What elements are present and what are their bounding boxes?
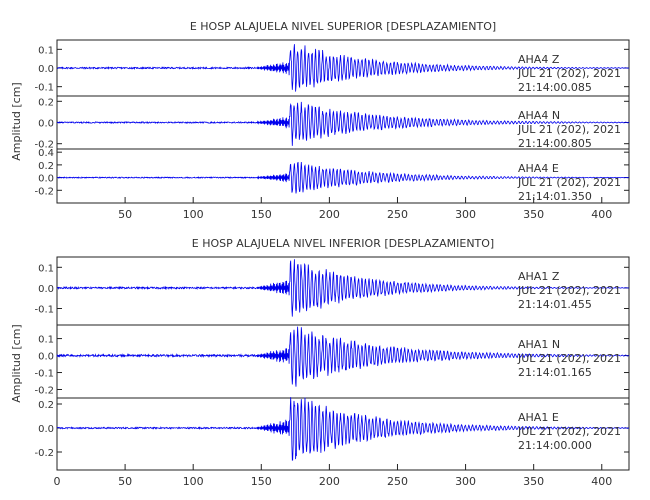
date-label: JUL 21 (202), 2021 — [517, 284, 621, 297]
waveform-trace — [56, 326, 630, 387]
waveform-trace — [56, 259, 630, 317]
date-label: JUL 21 (202), 2021 — [517, 67, 621, 80]
y-axis-label: Amplitud [cm] — [10, 82, 23, 160]
date-label: JUL 21 (202), 2021 — [517, 123, 621, 136]
chart-title: E HOSP ALAJUELA NIVEL INFERIOR [DESPLAZA… — [192, 237, 494, 250]
x-tick-label: 350 — [523, 208, 544, 221]
y-tick-label: -0.1 — [34, 83, 54, 94]
waveform-trace — [56, 101, 629, 146]
station-label: AHA1 Z — [518, 270, 560, 283]
x-tick-label: 350 — [523, 475, 544, 488]
y-tick-label: 0.1 — [38, 335, 54, 346]
time-label: 21:14:00.805 — [518, 137, 592, 150]
y-tick-label: 0.0 — [38, 119, 54, 130]
y-tick-label: -0.2 — [34, 186, 54, 197]
station-label: AHA1 E — [518, 411, 559, 424]
x-tick-label: 50 — [118, 475, 132, 488]
station-label: AHA4 E — [518, 162, 559, 175]
time-label: 21:14:01.455 — [518, 298, 592, 311]
date-label: JUL 21 (202), 2021 — [517, 352, 621, 365]
time-label: 21:14:01.350 — [518, 190, 592, 203]
y-tick-label: 0.0 — [38, 424, 54, 435]
y-tick-label: 0.2 — [38, 400, 54, 411]
x-tick-label: 200 — [319, 208, 340, 221]
x-tick-label: 300 — [455, 208, 476, 221]
x-tick-label: 200 — [319, 475, 340, 488]
x-tick-label: 100 — [183, 208, 204, 221]
y-tick-label: -0.1 — [34, 369, 54, 380]
x-tick-label: 0 — [54, 475, 61, 488]
station-label: AHA4 N — [518, 109, 560, 122]
time-label: 21:14:00.085 — [518, 81, 592, 94]
waveform-trace — [56, 397, 629, 461]
y-tick-label: 0.2 — [38, 161, 54, 172]
waveform-trace — [56, 161, 630, 194]
chart-title: E HOSP ALAJUELA NIVEL SUPERIOR [DESPLAZA… — [190, 20, 496, 33]
x-tick-label: 400 — [591, 208, 612, 221]
panel-frame — [56, 148, 630, 204]
x-tick-label: 100 — [183, 475, 204, 488]
station-label: AHA1 N — [518, 338, 560, 351]
time-label: 21:14:00.000 — [518, 439, 592, 452]
x-tick-label: 400 — [591, 475, 612, 488]
y-tick-label: 0.2 — [38, 97, 54, 108]
x-tick-label: 50 — [118, 208, 132, 221]
station-label: AHA4 Z — [518, 53, 560, 66]
y-tick-label: -0.2 — [34, 140, 54, 151]
y-tick-label: 0.0 — [38, 352, 54, 363]
y-tick-label: -0.2 — [34, 448, 54, 459]
y-tick-label: 0.1 — [38, 263, 54, 274]
x-tick-label: 250 — [387, 208, 408, 221]
waveform-trace — [56, 44, 630, 92]
chart-1: E HOSP ALAJUELA NIVEL SUPERIOR [DESPLAZA… — [10, 20, 630, 221]
y-tick-label: 0.4 — [38, 148, 54, 159]
x-tick-label: 250 — [387, 475, 408, 488]
x-tick-label: 300 — [455, 475, 476, 488]
y-tick-label: 0.1 — [38, 45, 54, 56]
date-label: JUL 21 (202), 2021 — [517, 425, 621, 438]
x-tick-label: 150 — [251, 475, 272, 488]
panel-frame — [56, 397, 630, 471]
date-label: JUL 21 (202), 2021 — [517, 176, 621, 189]
y-tick-label: 0.0 — [38, 174, 54, 185]
x-tick-label: 150 — [251, 208, 272, 221]
chart-2: E HOSP ALAJUELA NIVEL INFERIOR [DESPLAZA… — [10, 237, 630, 488]
y-axis-label: Amplitud [cm] — [10, 324, 23, 402]
y-tick-label: -0.2 — [34, 386, 54, 397]
y-tick-label: 0.0 — [38, 284, 54, 295]
y-tick-label: -0.1 — [34, 305, 54, 316]
y-tick-label: 0.0 — [38, 64, 54, 75]
time-label: 21:14:01.165 — [518, 366, 592, 379]
